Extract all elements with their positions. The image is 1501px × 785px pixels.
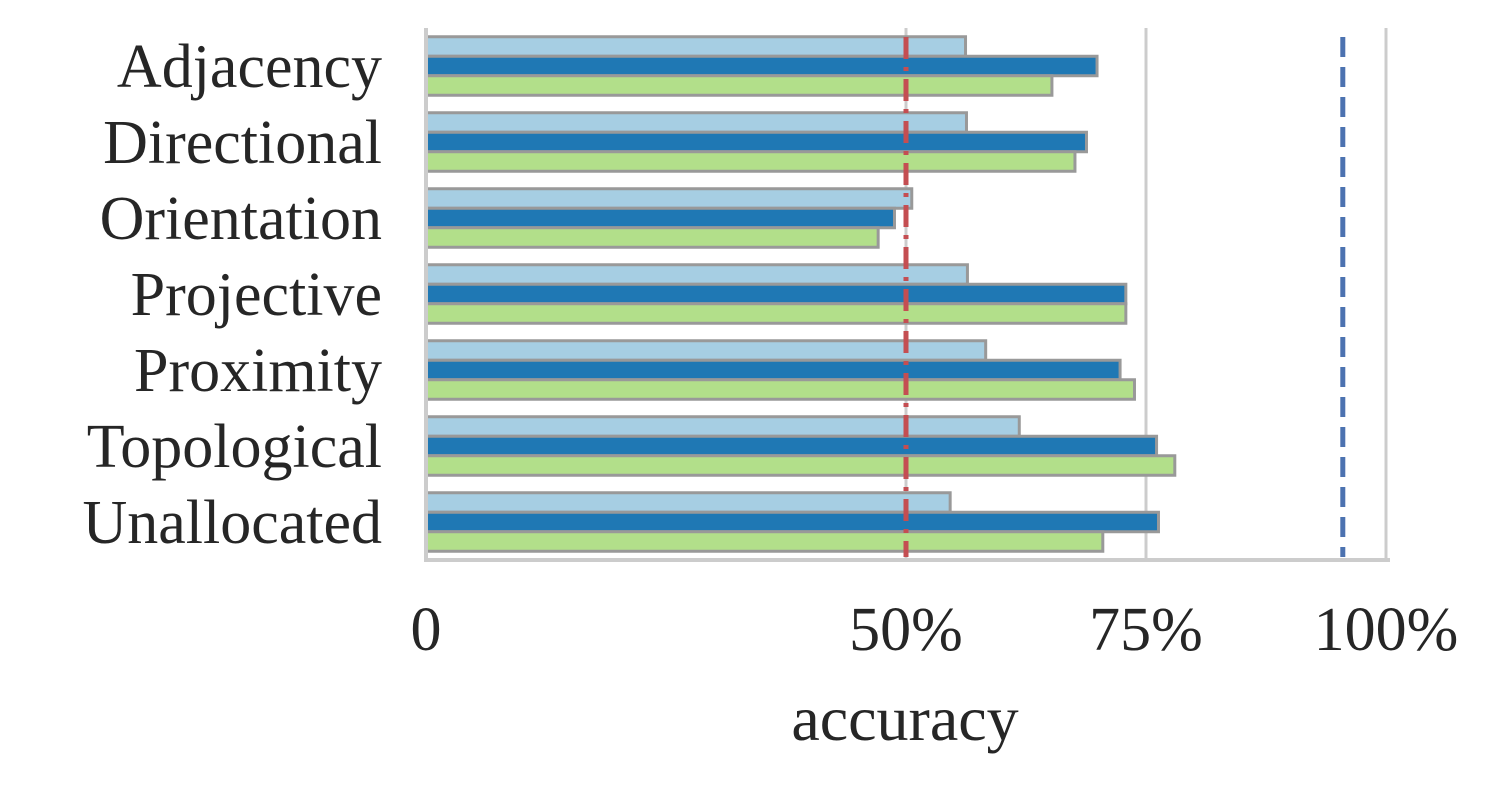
y-tick-label: Proximity xyxy=(134,337,382,405)
bar-topological-1 xyxy=(424,434,1159,458)
bar-adjacency-0 xyxy=(424,35,968,58)
bar-projective-0 xyxy=(424,263,969,286)
bar-orientation-0 xyxy=(424,187,914,210)
y-tick-label: Orientation xyxy=(100,185,382,253)
bar-directional-2 xyxy=(424,150,1077,173)
bar-unallocated-0 xyxy=(424,491,952,514)
y-tick-label: Projective xyxy=(131,261,382,329)
y-tick-label: Directional xyxy=(103,109,382,177)
bar-directional-0 xyxy=(424,111,968,134)
bar-topological-0 xyxy=(424,415,1021,438)
y-tick-label: Adjacency xyxy=(117,33,382,101)
bar-unallocated-1 xyxy=(424,510,1160,534)
bar-orientation-1 xyxy=(424,206,896,230)
x-tick-label: 75% xyxy=(1089,596,1203,664)
bar-adjacency-1 xyxy=(424,54,1099,78)
bar-projective-2 xyxy=(424,302,1128,325)
x-tick-labels: 0 50% 75% 100% xyxy=(411,596,1459,664)
bar-projective-1 xyxy=(424,282,1128,306)
x-tick-label: 0 xyxy=(411,596,442,664)
bar-directional-1 xyxy=(424,130,1088,154)
y-tick-label: Unallocated xyxy=(82,489,382,557)
x-tick-label: 100% xyxy=(1314,596,1459,664)
y-tick-label: Topological xyxy=(87,413,382,481)
bar-proximity-2 xyxy=(424,378,1136,401)
x-tick-label: 50% xyxy=(849,596,963,664)
bar-unallocated-2 xyxy=(424,530,1105,553)
axes xyxy=(424,28,1390,562)
reference-lines xyxy=(903,37,1346,557)
bar-proximity-1 xyxy=(424,358,1122,382)
bar-orientation-2 xyxy=(424,226,880,249)
y-tick-labels: Adjacency Directional Orientation Projectiv… xyxy=(82,33,382,557)
bar-topological-2 xyxy=(424,454,1177,477)
x-axis-label: accuracy xyxy=(791,683,1018,754)
bars xyxy=(424,35,1177,553)
bar-proximity-0 xyxy=(424,339,988,362)
bar-adjacency-2 xyxy=(424,74,1054,97)
